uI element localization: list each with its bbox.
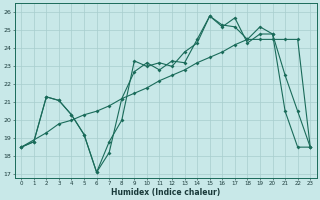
X-axis label: Humidex (Indice chaleur): Humidex (Indice chaleur) xyxy=(111,188,220,197)
